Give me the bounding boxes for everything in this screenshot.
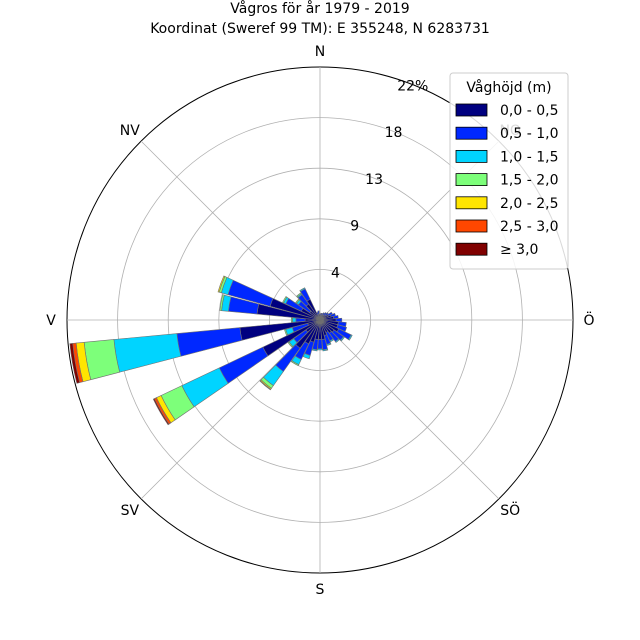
radial-tick-label: 18 bbox=[385, 125, 403, 141]
legend-swatch bbox=[455, 149, 488, 163]
windrose-bar-segment bbox=[259, 380, 272, 391]
legend-swatch bbox=[455, 126, 488, 140]
legend-swatch bbox=[455, 196, 488, 210]
windrose-bar-segment bbox=[317, 348, 323, 351]
windrose-bar-segment bbox=[336, 324, 347, 332]
windrose-bar-segment bbox=[317, 339, 323, 350]
legend-swatch bbox=[455, 219, 488, 233]
chart-title: Vågros för år 1979 - 2019 bbox=[230, 0, 409, 17]
windrose-bar-segment bbox=[69, 343, 80, 384]
legend-swatch bbox=[455, 173, 488, 187]
legend-swatch bbox=[455, 242, 488, 256]
windrose-bar-segment bbox=[326, 342, 332, 346]
windrose-bar-segment bbox=[290, 360, 300, 367]
windrose-bar-segment bbox=[176, 327, 243, 357]
radial-tick-labels: 4 9 13 18 22% bbox=[331, 78, 428, 281]
legend: Våghöjd (m) 0,0 - 0,5 0,5 - 1,0 1,0 - 1,5 1… bbox=[449, 72, 569, 270]
legend-label: 0,5 - 1,0 bbox=[500, 126, 558, 142]
legend-label: 1,0 - 1,5 bbox=[500, 149, 558, 165]
radial-tick-label: 4 bbox=[331, 265, 340, 281]
angular-grid-line bbox=[140, 140, 321, 321]
windrose-bars bbox=[69, 275, 353, 426]
direction-label: SV bbox=[121, 503, 140, 519]
radial-tick-label: 13 bbox=[365, 172, 383, 188]
windrose-bar-segment bbox=[340, 336, 345, 342]
angular-grid-line bbox=[319, 319, 500, 500]
direction-label: SÖ bbox=[500, 501, 520, 519]
windrose-bar-segment bbox=[287, 341, 294, 348]
windrose-bar-segment bbox=[329, 338, 335, 343]
direction-label: N bbox=[315, 44, 325, 60]
windrose-bar-segment bbox=[296, 292, 302, 298]
windrose-bar-segment bbox=[322, 348, 329, 352]
legend-label: 2,5 - 3,0 bbox=[500, 219, 558, 235]
windrose-bar-segment bbox=[311, 348, 318, 352]
direction-label: V bbox=[46, 313, 56, 329]
direction-label: S bbox=[316, 582, 325, 598]
windrose-bar-segment bbox=[334, 338, 340, 343]
radial-tick-label: 9 bbox=[350, 219, 359, 235]
windrose-bar-segment bbox=[217, 275, 226, 293]
direction-label: NV bbox=[120, 123, 140, 139]
direction-label: Ö bbox=[583, 311, 594, 329]
windrose-bar-segment bbox=[282, 296, 288, 304]
windrose-bar-segment bbox=[335, 317, 343, 323]
chart-subtitle: Koordinat (Sweref 99 TM): E 355248, N 62… bbox=[150, 21, 490, 37]
windrose-bar-segment bbox=[284, 329, 288, 336]
legend-title: Våghöjd (m) bbox=[466, 79, 551, 96]
legend-label: 2,0 - 2,5 bbox=[500, 196, 558, 212]
legend-label: 0,0 - 0,5 bbox=[500, 103, 558, 119]
legend-label: ≥ 3,0 bbox=[500, 242, 538, 258]
legend-swatch bbox=[455, 103, 488, 117]
windrose-bar-segment bbox=[219, 294, 225, 312]
legend-items: 0,0 - 0,5 0,5 - 1,0 1,0 - 1,5 1,5 - 2,0 2,0 … bbox=[455, 103, 558, 258]
windrose-bar-segment bbox=[347, 334, 353, 341]
windrose-bar-segment bbox=[317, 310, 320, 315]
windrose-bar-segment bbox=[290, 317, 293, 323]
windrose-bar-segment bbox=[292, 317, 297, 323]
windrose-bar-segment bbox=[218, 346, 269, 384]
windrose-bar-segment bbox=[337, 321, 347, 328]
legend-label: 1,5 - 2,0 bbox=[500, 173, 558, 189]
windrose-bar-segment bbox=[302, 353, 311, 360]
windrose-bar-segment bbox=[295, 298, 300, 304]
windrose-bar-segment bbox=[113, 333, 182, 373]
windrose-bar-segment bbox=[152, 398, 170, 426]
windrose-bar-segment bbox=[299, 287, 306, 293]
radial-tick-label: 22% bbox=[397, 78, 428, 94]
